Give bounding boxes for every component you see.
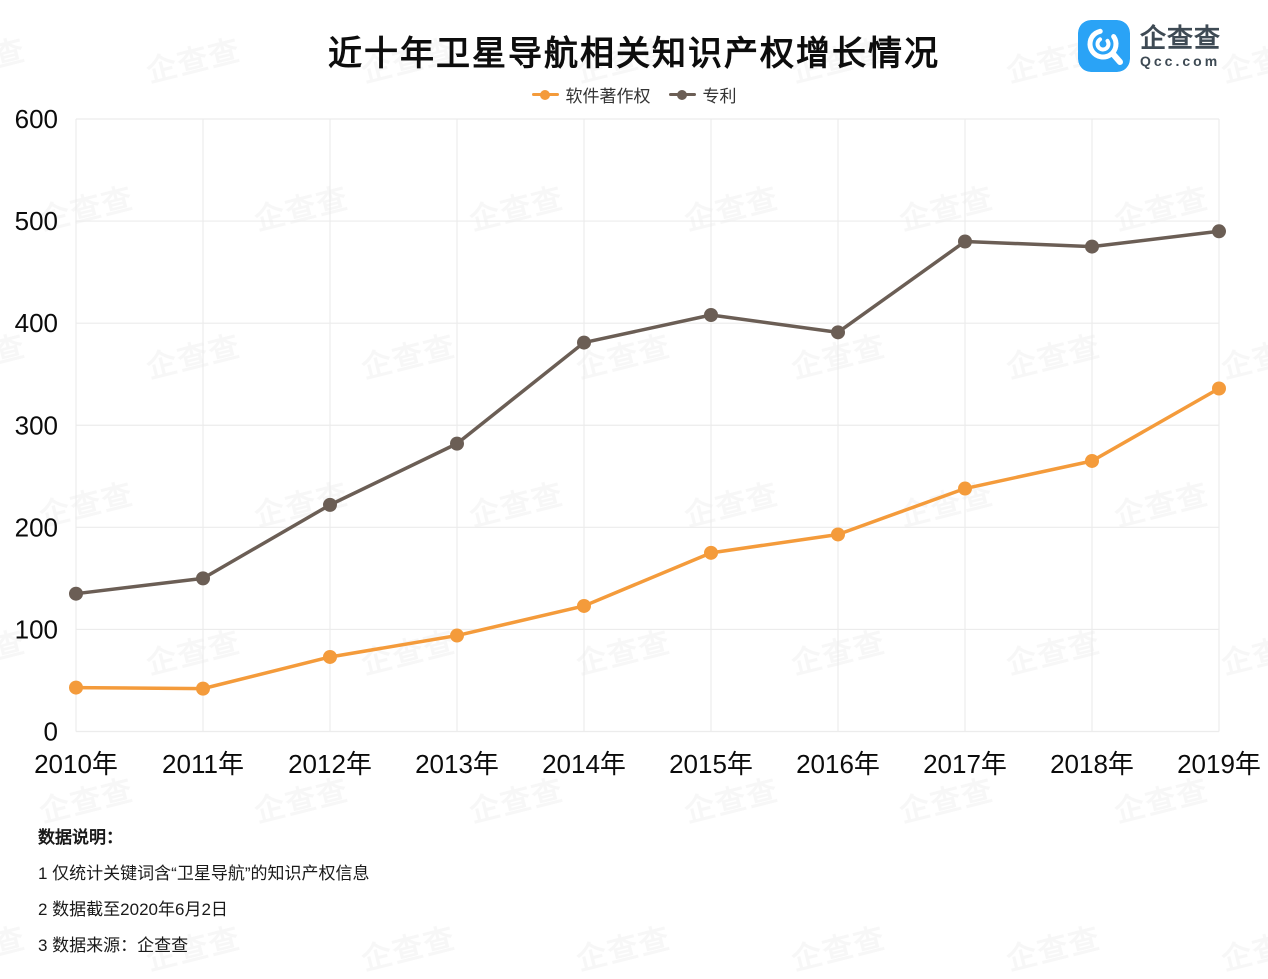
watermark-text: 企查查: [358, 921, 460, 978]
x-tick-label: 2017年: [923, 749, 1007, 779]
note-item: 2 数据截至2020年6月2日: [38, 900, 228, 919]
y-tick-label: 600: [15, 104, 58, 134]
data-point: [323, 497, 337, 512]
data-point: [704, 545, 718, 560]
data-point: [958, 234, 972, 249]
data-point: [69, 680, 83, 695]
legend-marker-icon: [531, 89, 559, 100]
chart-canvas: 0 100 200 300 400 500 600 2010年 2011年 2012年 2013年 2…: [15, 104, 1261, 779]
note-item: 3 数据来源：企查查: [38, 936, 189, 955]
y-tick-label: 0: [44, 717, 58, 747]
data-point: [69, 586, 83, 601]
qcc-logo: 企查查 Qcc.com: [1078, 20, 1221, 72]
legend-label: 软件著作权: [565, 87, 651, 106]
data-point: [704, 308, 718, 322]
watermark-text: 企查查: [573, 921, 675, 978]
data-point: [577, 335, 591, 350]
y-tick-label: 300: [15, 410, 58, 440]
legend-marker-icon: [668, 89, 696, 100]
chart-title: 近十年卫星导航相关知识产权增长情况: [328, 35, 940, 73]
watermark-text: 企查查: [0, 921, 30, 978]
data-point: [577, 598, 591, 613]
data-point: [1085, 239, 1099, 254]
x-tick-label: 2010年: [34, 749, 118, 779]
data-point: [450, 436, 464, 451]
data-notes: 数据说明： 1 仅统计关键词含“卫星导航”的知识产权信息 2 数据截至2020年…: [38, 820, 370, 964]
series-line-1: [75, 229, 1220, 596]
y-tick-label: 400: [15, 308, 58, 338]
logo-domain: Qcc.com: [1140, 52, 1221, 69]
x-tick-label: 2011年: [162, 749, 244, 779]
y-tick-label: 200: [15, 512, 58, 542]
legend-label: 专利: [702, 87, 737, 106]
watermark-text: 企查查: [1218, 921, 1268, 978]
y-tick-label: 500: [15, 206, 58, 236]
data-point: [450, 628, 464, 643]
notes-heading: 数据说明：: [38, 828, 123, 847]
x-tick-label: 2012年: [288, 749, 372, 779]
data-point: [831, 527, 845, 542]
watermark-text: 企查查: [788, 921, 890, 978]
x-tick-label: 2019年: [1177, 749, 1261, 779]
x-tick-label: 2013年: [415, 749, 499, 779]
data-point: [1085, 453, 1099, 468]
data-point: [196, 681, 210, 696]
data-point: [831, 325, 845, 340]
data-point: [958, 481, 972, 496]
data-point: [196, 571, 210, 586]
note-item: 1 仅统计关键词含“卫星导航”的知识产权信息: [38, 864, 370, 883]
x-tick-label: 2015年: [669, 749, 753, 779]
chart-legend: 软件著作权 专利: [0, 82, 1268, 107]
qcc-logo-icon: [1078, 20, 1130, 72]
series-line-0: [75, 386, 1220, 691]
legend-item: 软件著作权: [531, 82, 651, 107]
data-point: [1212, 381, 1226, 396]
y-tick-label: 100: [15, 614, 58, 644]
data-point: [323, 649, 337, 664]
x-tick-label: 2018年: [1050, 749, 1134, 779]
data-point: [1212, 224, 1226, 239]
x-tick-label: 2014年: [542, 749, 626, 779]
watermark-text: 企查查: [1003, 921, 1105, 978]
x-tick-label: 2016年: [796, 749, 880, 779]
legend-item: 专利: [668, 82, 737, 107]
logo-name: 企查查: [1140, 22, 1222, 53]
